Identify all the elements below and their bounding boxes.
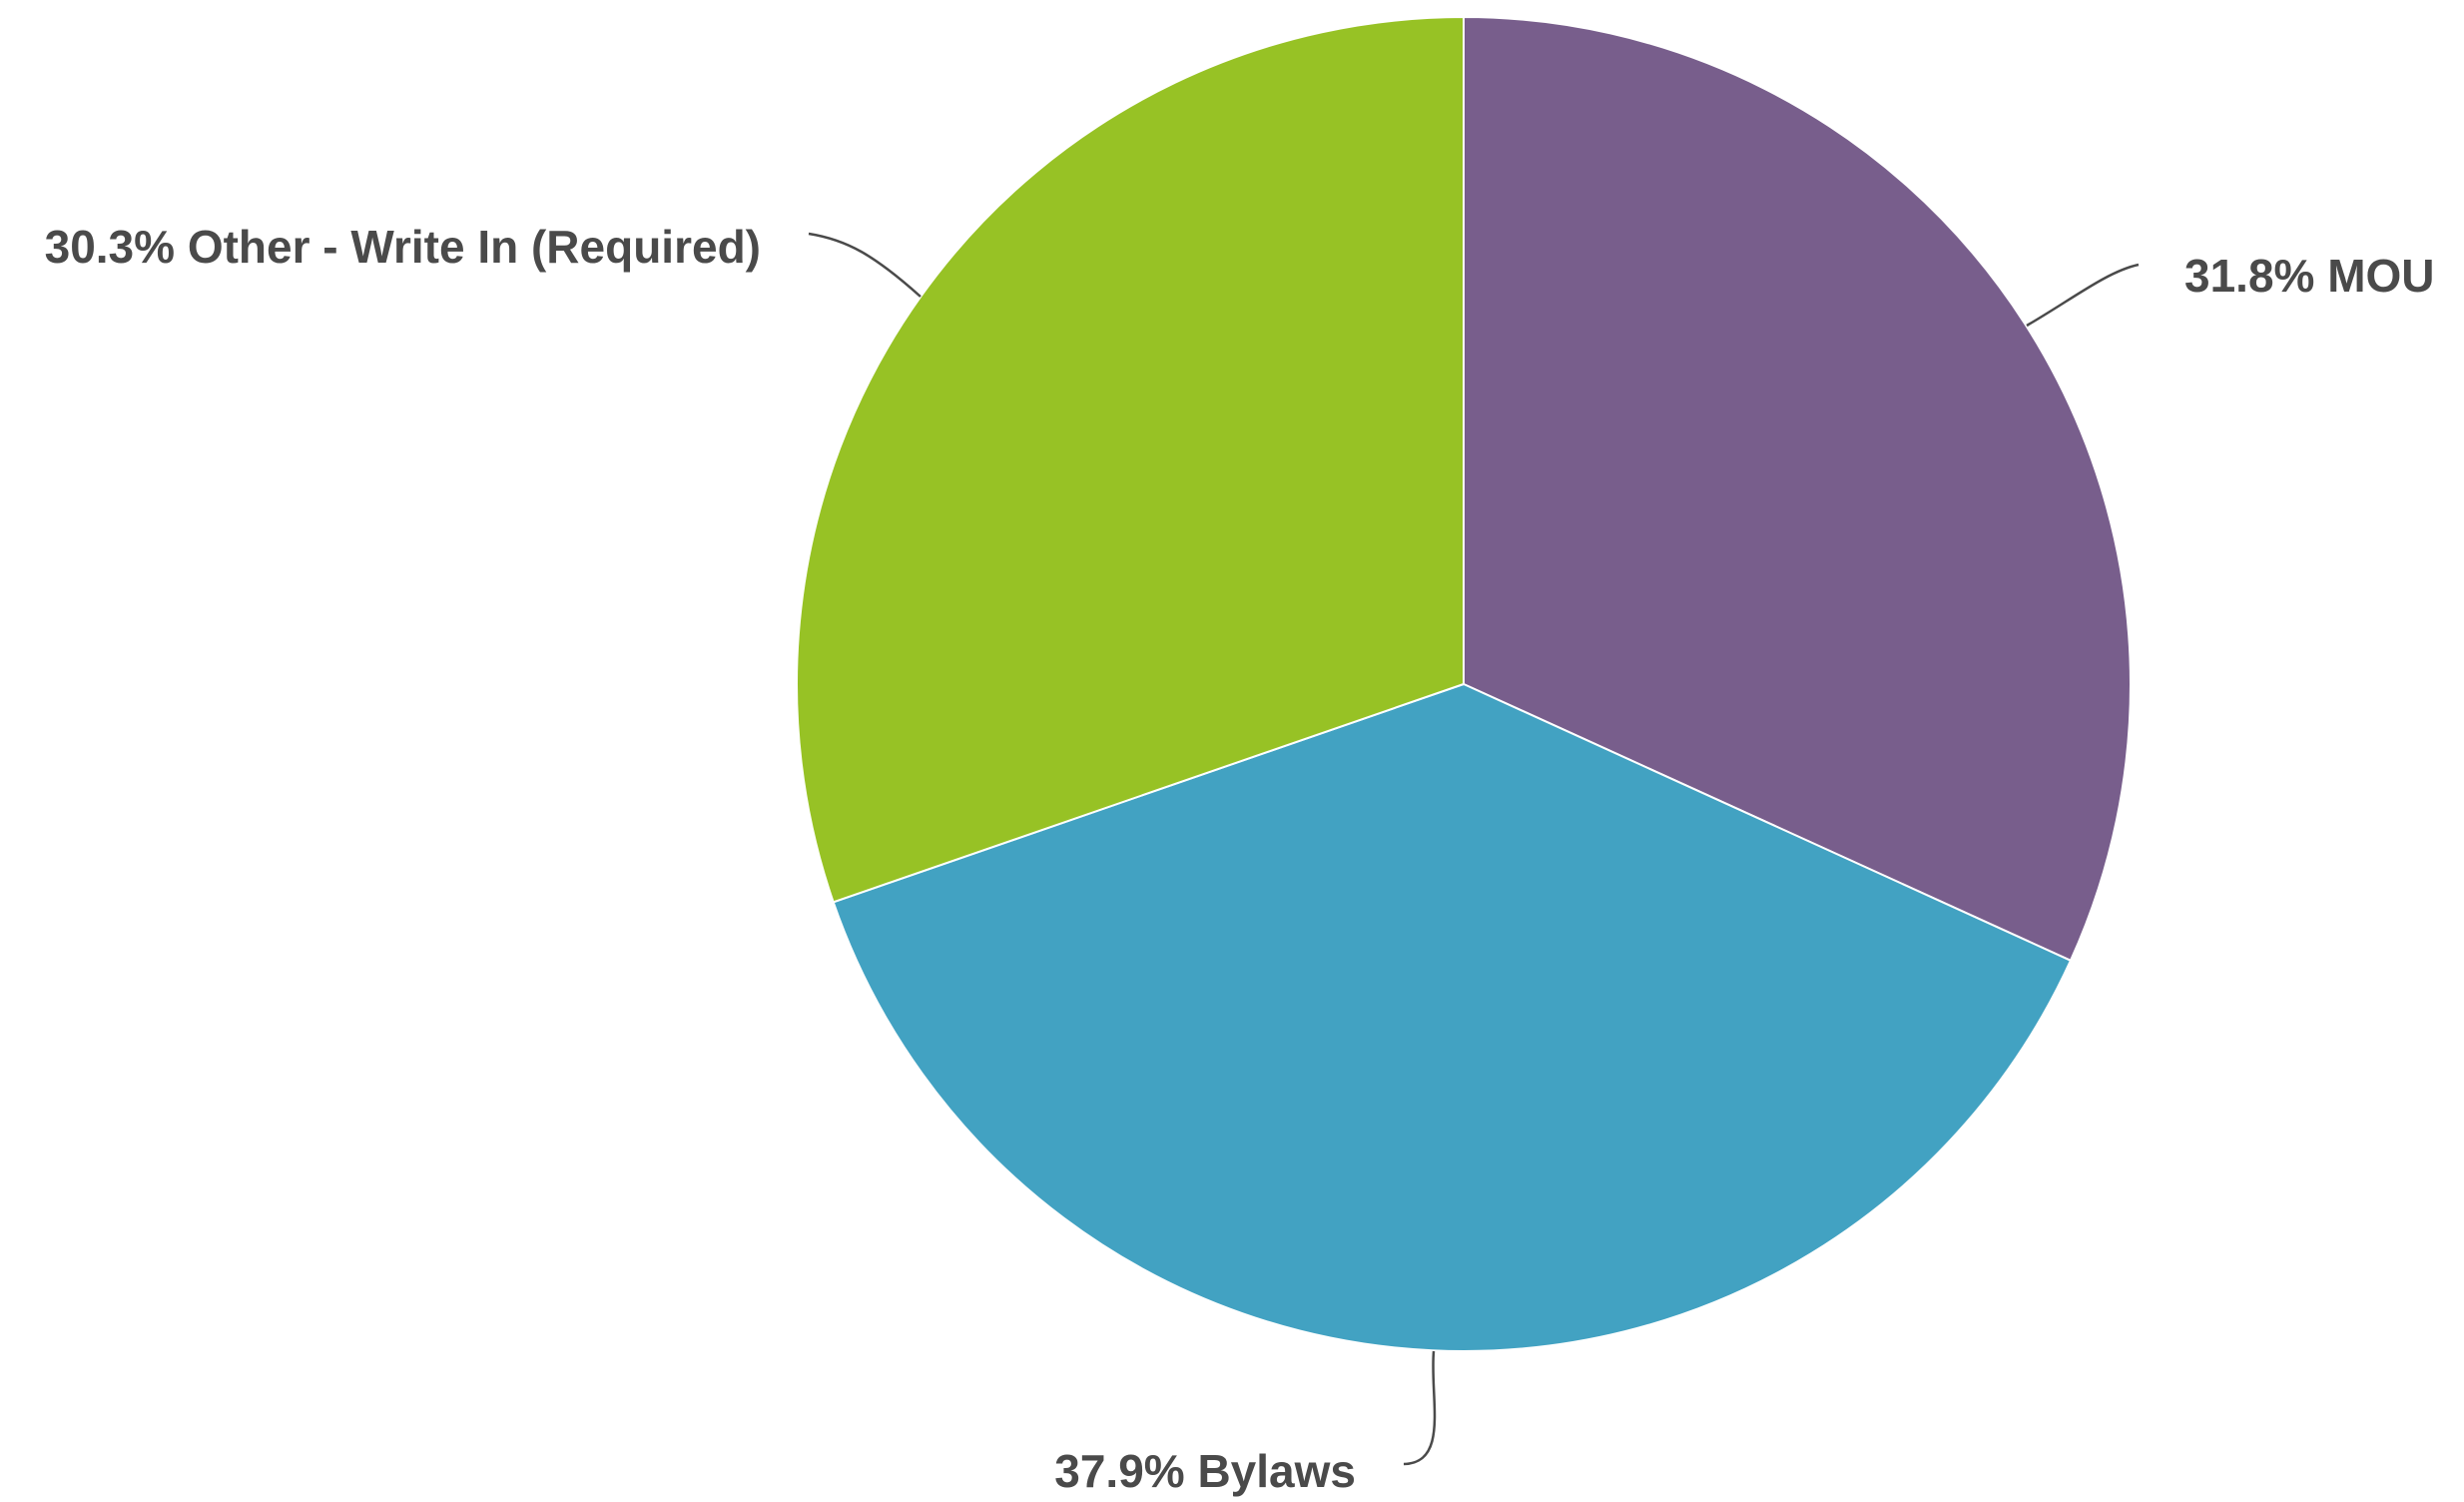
slice-label-mou: 31.8% MOU — [2184, 250, 2435, 302]
slice-label-other-write-in-required: 30.3% Other - Write In (Required) — [45, 221, 761, 273]
pie-slices — [796, 15, 2132, 1352]
leader-line-mou — [2026, 263, 2140, 328]
leader-lines — [808, 232, 2140, 1466]
leader-line-other-write-in-required — [808, 232, 922, 298]
pie-slice-other-write-in-required — [796, 15, 1465, 904]
slice-label-bylaws: 37.9% Bylaws — [1054, 1445, 1356, 1497]
pie-slice-mou — [1463, 15, 2132, 963]
pie-slice-bylaws — [832, 682, 2073, 1352]
slice-labels: 31.8% MOU 37.9% Bylaws 30.3% Other - Write… — [45, 221, 2435, 1497]
leader-line-bylaws — [1403, 1350, 1437, 1466]
